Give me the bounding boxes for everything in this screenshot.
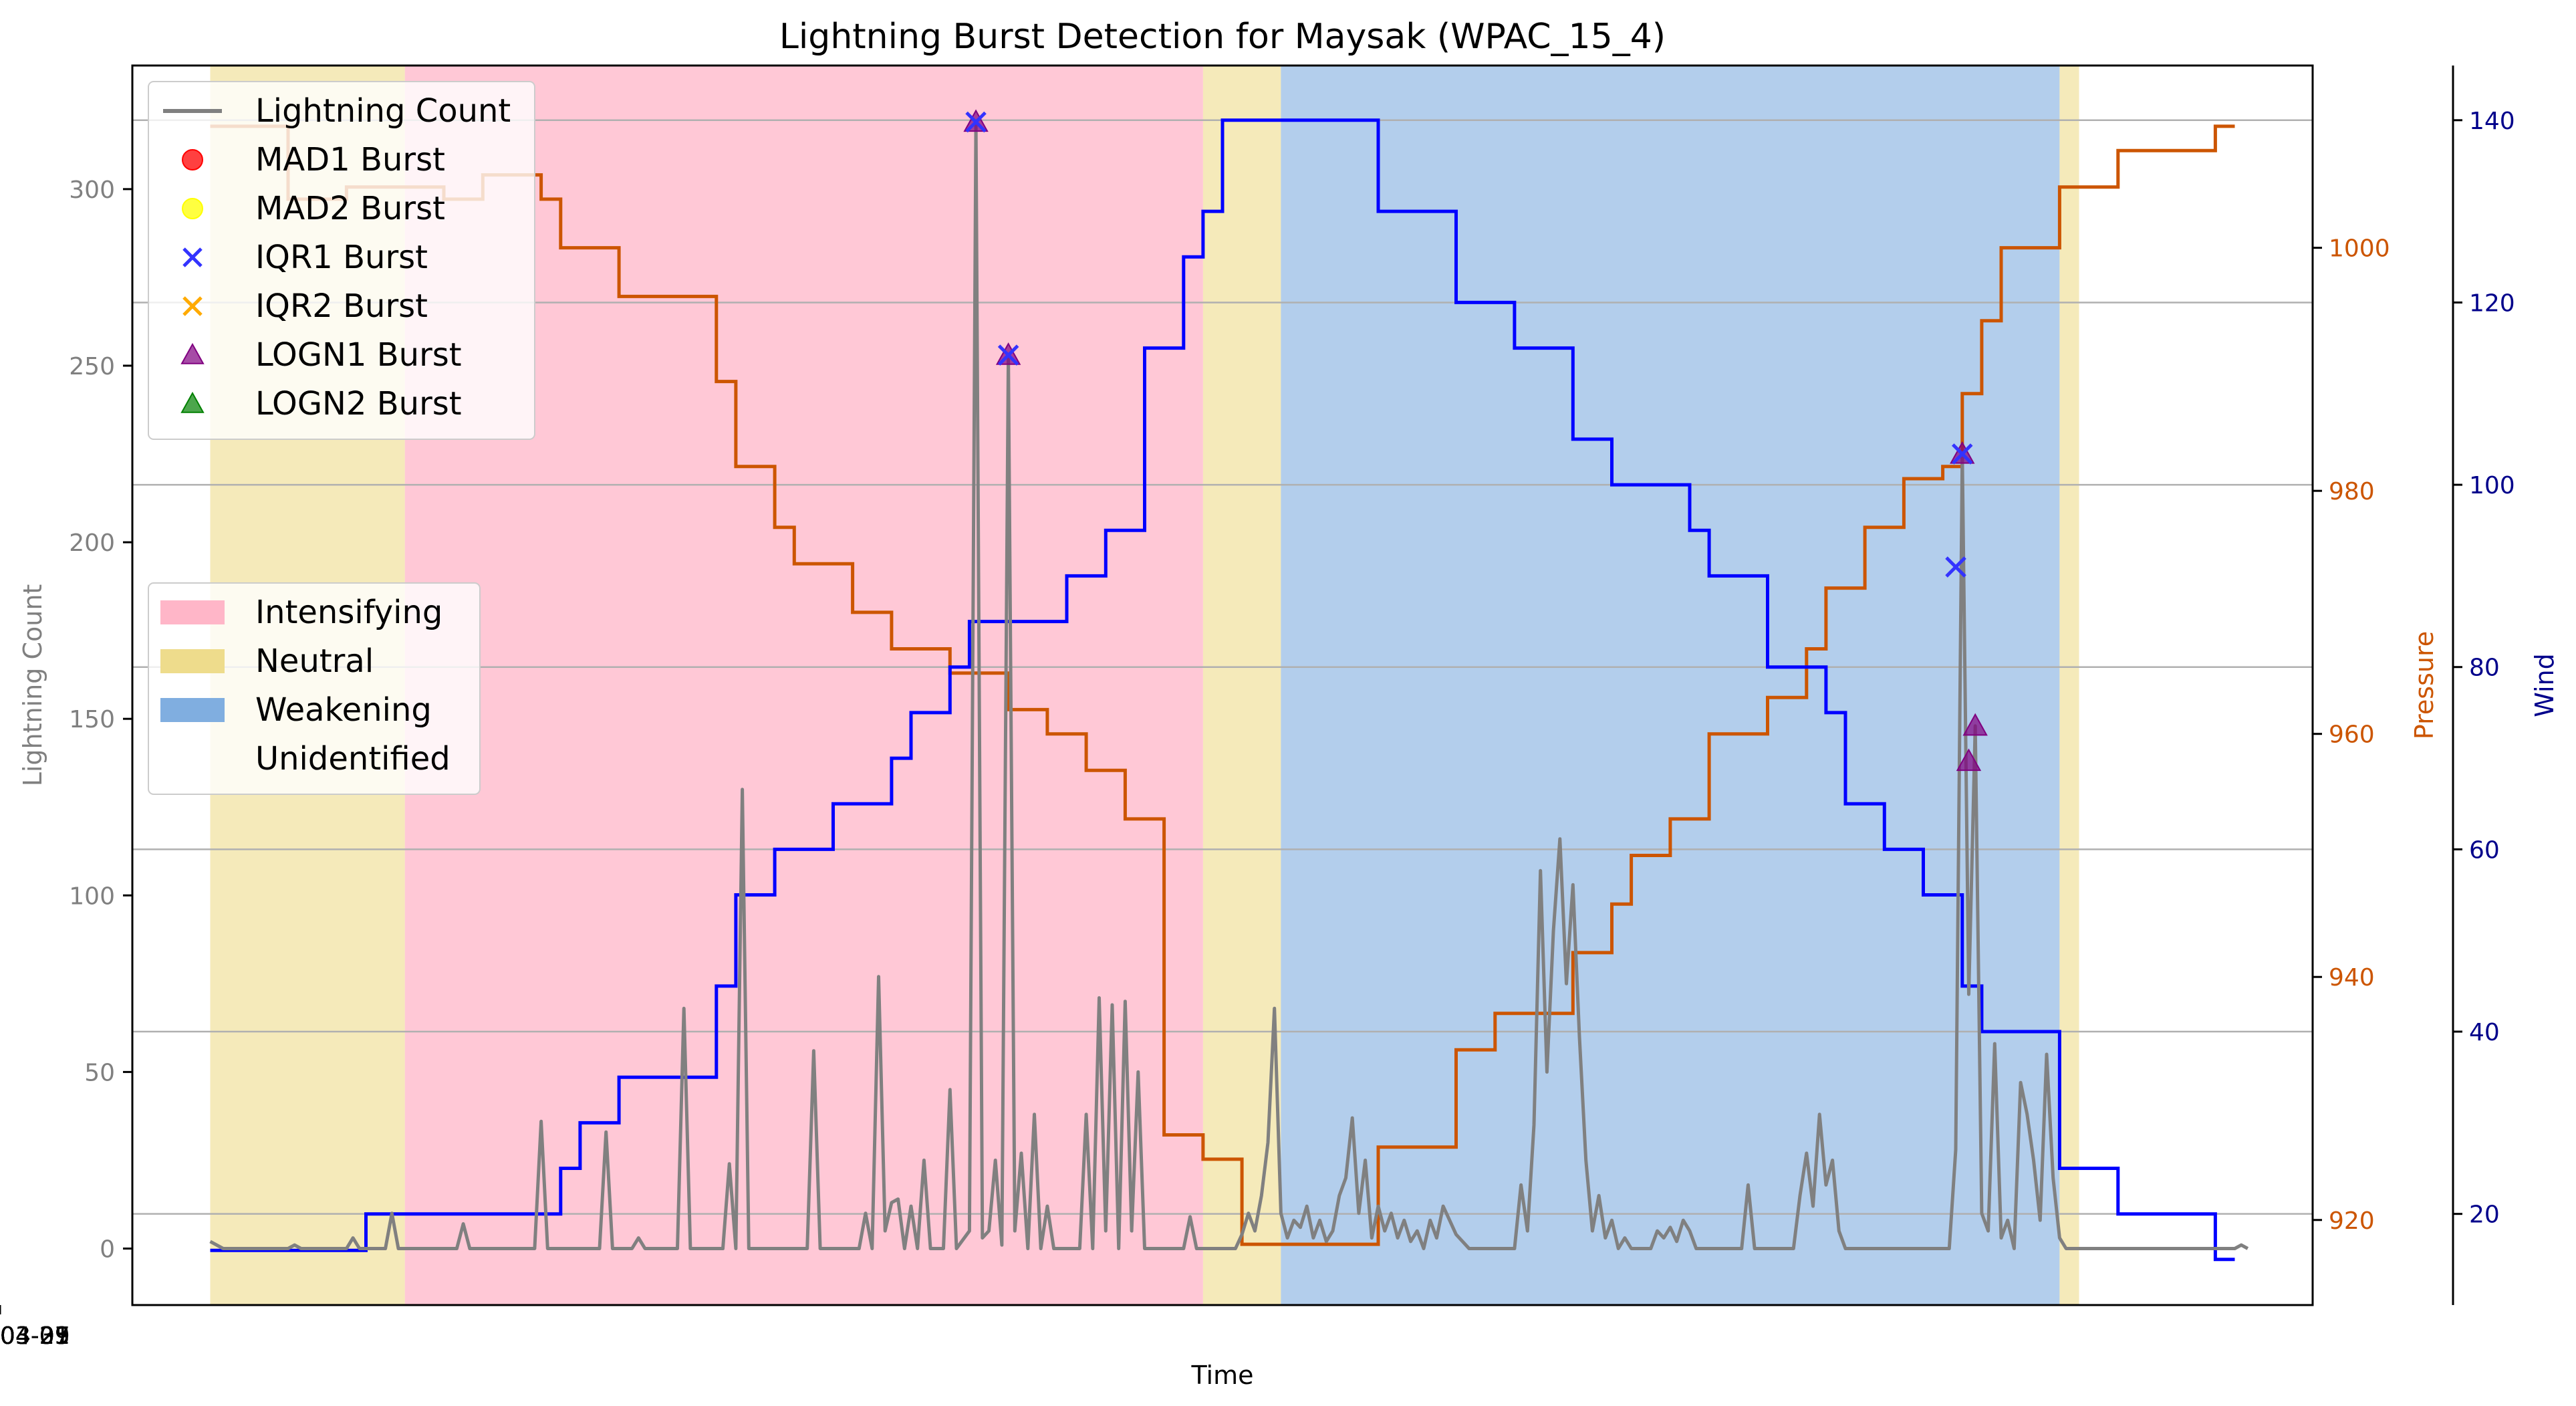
lightning-series: [209, 120, 2249, 1250]
y-wind-tick-label-5: 120: [2469, 289, 2515, 317]
iqr1-burst-marker-0: [965, 111, 987, 133]
legend-mad1-swatch: [182, 149, 203, 170]
x-tick-label-4: 2015-04-01: [0, 1322, 70, 1350]
y-pressure-tick-label-2: 960: [2329, 721, 2375, 749]
y-left-tick-label-4: 200: [69, 530, 115, 557]
legend-neutral-swatch: [160, 649, 225, 673]
legend-unidentified-label: Unidentified: [255, 740, 450, 778]
x-axis-label: Time: [1191, 1361, 1254, 1390]
legend-iqr1-label: IQR1 Burst: [255, 239, 428, 276]
legend-phases-box: [148, 582, 481, 795]
phase-band-weakening-3: [1281, 66, 2060, 1305]
iqr1-burst-marker-1-stroke-b: [997, 344, 1019, 366]
legend-mad1-label: MAD1 Burst: [255, 141, 445, 179]
legend-weakening-swatch: [160, 698, 225, 722]
x-tick-label-2: 2015-03-29: [0, 1322, 70, 1350]
y-wind-tick-label-4: 100: [2469, 472, 2515, 499]
legend-neutral-label: Neutral: [255, 642, 374, 680]
y-pressure-tick-label-4: 1000: [2329, 235, 2390, 263]
legend-iqr1-swatch-stroke-b: [182, 247, 203, 267]
axes: 2015-03-252015-03-272015-03-292015-03-31…: [0, 66, 2515, 1350]
wind-series: [210, 118, 2235, 1262]
legend-intensifying-label: Intensifying: [255, 594, 442, 631]
legend-mad2-swatch: [182, 198, 203, 219]
x-tick-label-1: 2015-03-27: [0, 1322, 70, 1350]
y-axis-label-wind: Wind: [2530, 653, 2559, 717]
legend-weakening-label: Weakening: [255, 691, 432, 729]
y-left-tick-label-5: 250: [69, 353, 115, 380]
y-wind-tick-label-6: 140: [2469, 108, 2515, 135]
y-axis-label-pressure: Pressure: [2410, 631, 2439, 739]
iqr1-burst-marker-2: [1945, 556, 1966, 578]
y-wind-tick-label-2: 60: [2469, 836, 2500, 864]
pressure-series: [210, 124, 2235, 1246]
legend-series: Lightning Count MAD1 Burst MAD2 Burst IQR1 …: [148, 81, 535, 440]
lightning-line: [209, 120, 2249, 1250]
iqr1-burst-marker-3-stroke-b: [1951, 443, 1973, 465]
y-wind-tick-label-1: 40: [2469, 1019, 2500, 1046]
iqr1-burst-marker-2-stroke-b: [1945, 556, 1966, 578]
legend-mad2-label: MAD2 Burst: [255, 190, 445, 227]
x-tick-label-5: 2015-04-03: [0, 1322, 70, 1350]
y-left-tick-label-3: 150: [69, 706, 115, 733]
y-wind-tick-label-0: 20: [2469, 1201, 2500, 1229]
x-tick-label-6: 2015-04-05: [0, 1322, 70, 1350]
legend-logn2-label: LOGN2 Burst: [255, 385, 462, 423]
y-pressure-tick-label-1: 940: [2329, 964, 2375, 991]
y-left-tick-label-1: 50: [84, 1059, 115, 1086]
phase-bands: [210, 66, 2079, 1305]
y-pressure-tick-label-3: 980: [2329, 478, 2375, 505]
legend-iqr1-swatch: [182, 247, 203, 267]
legend-lightning-label: Lightning Count: [255, 92, 511, 130]
iqr1-burst-marker-1: [997, 344, 1019, 366]
pressure-line: [210, 124, 2235, 1246]
plot-frame: [131, 64, 2314, 1306]
burst-markers: [963, 109, 1988, 772]
x-tick-label-3: 2015-03-31: [0, 1322, 70, 1350]
iqr1-burst-marker-0-stroke-b: [965, 111, 987, 133]
legend-iqr2-swatch: [182, 296, 203, 316]
legend-logn2-swatch: [180, 391, 205, 413]
iqr1-burst-marker-3: [1951, 443, 1973, 465]
wind-line: [210, 118, 2235, 1262]
phase-band-intensifying-1: [404, 66, 1203, 1305]
logn1-burst-marker-4: [1962, 713, 1988, 736]
legend-phases: Intensifying Neutral Weakening Unidentified: [148, 582, 481, 795]
legend-iqr2-swatch-stroke-b: [182, 296, 203, 316]
y-left-tick-label-6: 300: [69, 177, 115, 204]
x-tick-label-7: 2015-04-07: [0, 1322, 70, 1350]
legend-iqr2-label: IQR2 Burst: [255, 287, 428, 325]
y-left-tick-label-0: 0: [100, 1236, 115, 1263]
y-wind-tick-label-3: 80: [2469, 655, 2500, 682]
chart-title: Lightning Burst Detection for Maysak (WP…: [779, 17, 1666, 57]
x-tick-label-0: 2015-03-25: [0, 1322, 70, 1350]
legend-intensifying-swatch: [160, 600, 225, 624]
legend-logn1-swatch: [180, 342, 205, 364]
legend-unidentified-swatch: [160, 747, 225, 771]
legend-series-box: [148, 81, 535, 440]
y-left-tick-label-2: 100: [69, 883, 115, 910]
y-pressure-tick-label-0: 920: [2329, 1207, 2375, 1235]
phase-band-neutral-2: [1202, 66, 1281, 1305]
legend-logn1-label: LOGN1 Burst: [255, 336, 462, 374]
y-axis-label-lightning: Lightning Count: [18, 584, 47, 787]
phase-band-neutral-4: [2059, 66, 2079, 1305]
logn1-burst-marker-3: [1956, 748, 1982, 772]
